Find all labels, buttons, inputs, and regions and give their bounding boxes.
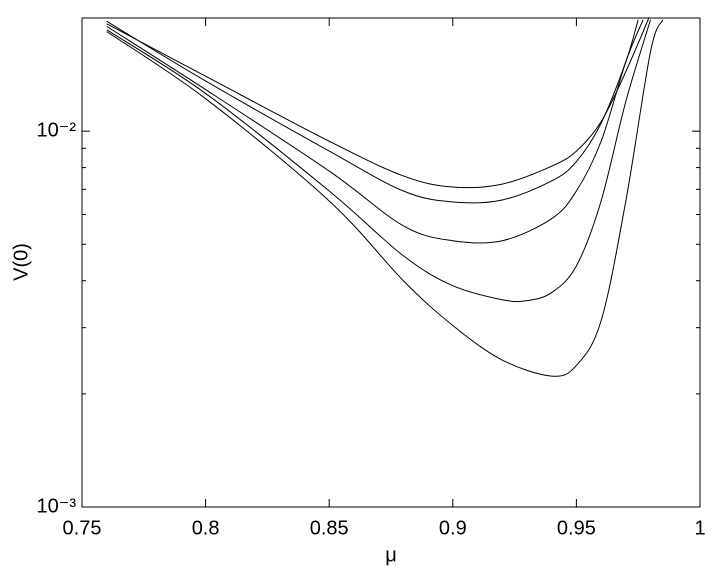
curve [106,19,639,204]
x-axis-label: μ [385,544,397,566]
curve [106,19,652,303]
curve [106,19,644,244]
curves [106,18,664,377]
y-axis-label: V(0) [10,243,32,281]
x-tick-label: 0.9 [439,517,467,539]
curve [106,19,664,377]
x-tick-label: 0.75 [63,517,102,539]
x-tick-label: 1 [694,517,705,539]
x-tick-label: 0.95 [557,517,596,539]
x-tick-label: 0.85 [310,517,349,539]
y-tick-label: 10⁻² [37,119,77,141]
x-tick-label: 0.8 [192,517,220,539]
y-tick-label: 10⁻³ [37,495,77,517]
plot-area [81,17,701,508]
